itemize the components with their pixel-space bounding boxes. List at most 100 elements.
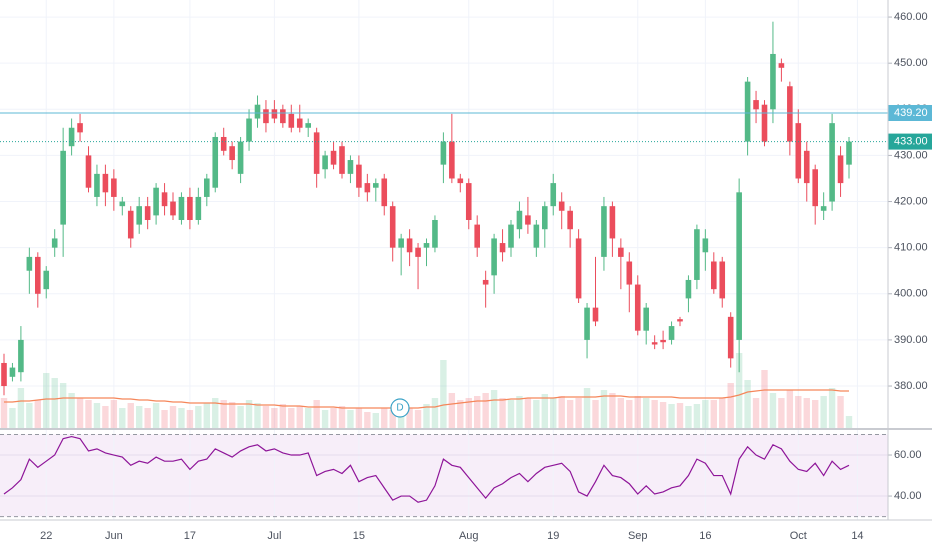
candle-body: [398, 238, 404, 248]
candle-body: [660, 339, 666, 343]
candle-body: [770, 53, 776, 110]
volume-bar: [516, 396, 523, 428]
candle-body: [212, 136, 219, 188]
volume-bar: [245, 400, 253, 428]
volume-bar: [710, 400, 717, 428]
candle-body: [187, 196, 193, 220]
candle-body: [144, 206, 151, 220]
candle-body: [465, 183, 472, 220]
x-tick-label: 14: [851, 530, 863, 542]
candle-body: [575, 238, 582, 299]
candle-body: [508, 224, 514, 248]
volume-bar: [389, 410, 396, 428]
volume-bar: [220, 400, 227, 428]
volume-bar: [212, 398, 219, 428]
candle-body: [685, 279, 692, 299]
volume-bar: [381, 408, 388, 428]
volume-bar: [186, 410, 194, 428]
candle-body: [60, 150, 66, 225]
volume-bar: [102, 406, 109, 428]
volume-ma-line: [4, 389, 849, 409]
volume-bar: [499, 398, 506, 428]
volume-bar: [330, 408, 337, 428]
candle-body: [744, 81, 751, 142]
candle-body: [643, 307, 649, 331]
volume-bar: [744, 380, 751, 428]
candle-body: [761, 104, 768, 142]
volume-bar: [820, 396, 827, 428]
volume-bar: [482, 393, 489, 428]
volume-bar: [845, 416, 853, 428]
candle-body: [271, 109, 278, 119]
candle-body: [491, 238, 497, 276]
volume-bar: [85, 400, 92, 428]
candle-body: [356, 164, 362, 188]
volume-bar: [144, 408, 151, 428]
candle-body: [449, 141, 455, 179]
volume-bar: [34, 400, 41, 428]
volume-bar: [803, 398, 810, 428]
price-label-box: [888, 133, 932, 150]
price-label: 433.00: [894, 135, 928, 147]
volume-bar: [127, 403, 134, 428]
volume-bar: [778, 398, 785, 428]
candle-body: [668, 326, 675, 340]
volume-bar: [769, 393, 777, 428]
candle-body: [753, 100, 759, 110]
candle-body: [77, 123, 83, 133]
volume-bar: [237, 406, 244, 428]
volume-bar: [423, 404, 430, 428]
volume-bar: [600, 390, 608, 428]
candle-body: [305, 123, 311, 128]
x-tick-label: 19: [547, 530, 559, 542]
volume-bar: [566, 400, 574, 428]
volume-bar: [702, 400, 709, 428]
volume-bar: [474, 396, 481, 428]
dividend-marker: [390, 398, 410, 418]
candle-body: [111, 178, 117, 197]
volume-bar: [659, 402, 667, 428]
candle-body: [820, 206, 827, 211]
candle-body: [170, 201, 176, 216]
candle-body: [440, 141, 447, 165]
x-tick-label: Jul: [267, 530, 281, 542]
volume-bar: [364, 412, 371, 428]
dividend-marker-label: D: [396, 403, 403, 414]
candle-body: [373, 183, 379, 188]
volume-bar: [288, 408, 295, 428]
volume-bar: [59, 383, 67, 428]
volume-bar: [119, 408, 126, 428]
candle-body: [846, 141, 852, 165]
candle-body: [68, 127, 75, 147]
candle-body: [533, 224, 540, 248]
candle-body: [51, 238, 58, 248]
x-tick-label: 16: [699, 530, 711, 542]
candle-body: [829, 123, 835, 202]
candle-body: [389, 206, 396, 248]
volume-bar: [93, 403, 101, 428]
volume-bar: [17, 388, 25, 428]
candle-body: [339, 146, 345, 174]
candle-body: [803, 150, 810, 184]
volume-bar: [735, 353, 743, 428]
y-tick-label: 430.00: [894, 149, 928, 161]
volume-bar: [296, 406, 303, 428]
volume-bar: [152, 403, 160, 428]
y-tick-label: 450.00: [894, 57, 928, 69]
candle-body: [727, 316, 734, 359]
candle-body: [499, 243, 506, 253]
candle-body: [795, 123, 802, 179]
candle-body: [482, 279, 489, 285]
candle-body: [694, 229, 700, 280]
volume-bar: [338, 406, 346, 428]
candle-body: [567, 210, 573, 230]
y-tick-label: 460.00: [894, 11, 928, 23]
candle-body: [736, 192, 742, 340]
candle-body: [525, 215, 531, 225]
volume-bar: [727, 383, 734, 428]
candle-body: [313, 132, 320, 174]
volume-bar: [228, 402, 236, 428]
volume-bar: [9, 408, 16, 428]
x-tick-label: 22: [40, 530, 52, 542]
volume-bar: [203, 403, 210, 428]
